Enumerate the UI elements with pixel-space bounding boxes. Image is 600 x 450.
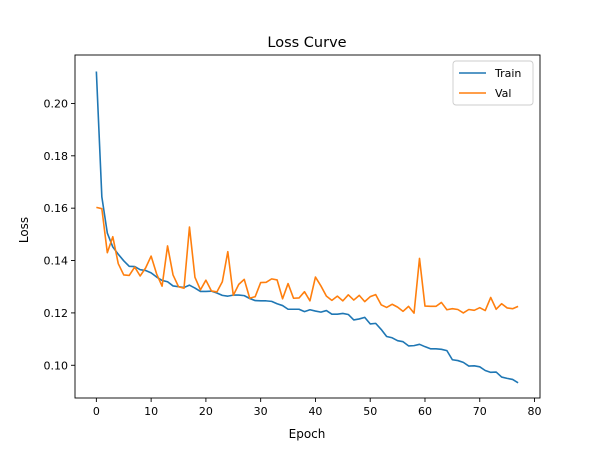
- plot-area: 0 10 20 30 40 50 60 70 80 0.10 0.12 0.14 0.16 0.18 0.2…: [44, 54, 542, 418]
- x-tick-label: 60: [418, 405, 432, 418]
- x-tick-label: 50: [363, 405, 377, 418]
- x-tick-label: 20: [199, 405, 213, 418]
- x-tick-label: 0: [93, 405, 100, 418]
- legend: Train Val: [452, 60, 534, 106]
- x-axis-label: Epoch: [289, 427, 326, 441]
- y-tick-label: 0.18: [44, 150, 69, 163]
- y-tick-label: 0.14: [44, 255, 69, 268]
- x-tick-label: 70: [473, 405, 487, 418]
- y-tick-label: 0.20: [44, 97, 69, 110]
- x-tick-label: 30: [254, 405, 268, 418]
- legend-label-val: Val: [495, 87, 511, 100]
- legend-label-train: Train: [494, 67, 521, 80]
- y-axis-label: Loss: [17, 217, 31, 243]
- y-tick-label: 0.12: [44, 307, 69, 320]
- axes-frame: [74, 54, 541, 399]
- series-line-train: [95, 71, 519, 384]
- y-tick-label: 0.10: [44, 359, 69, 372]
- legend-box: [452, 60, 534, 106]
- series-line-val: [96, 206, 519, 314]
- y-tick-label: 0.16: [44, 202, 69, 215]
- x-tick-label: 40: [308, 405, 322, 418]
- chart-title: Loss Curve: [267, 35, 346, 51]
- x-tick-label: 80: [528, 405, 542, 418]
- x-tick-label: 10: [144, 405, 158, 418]
